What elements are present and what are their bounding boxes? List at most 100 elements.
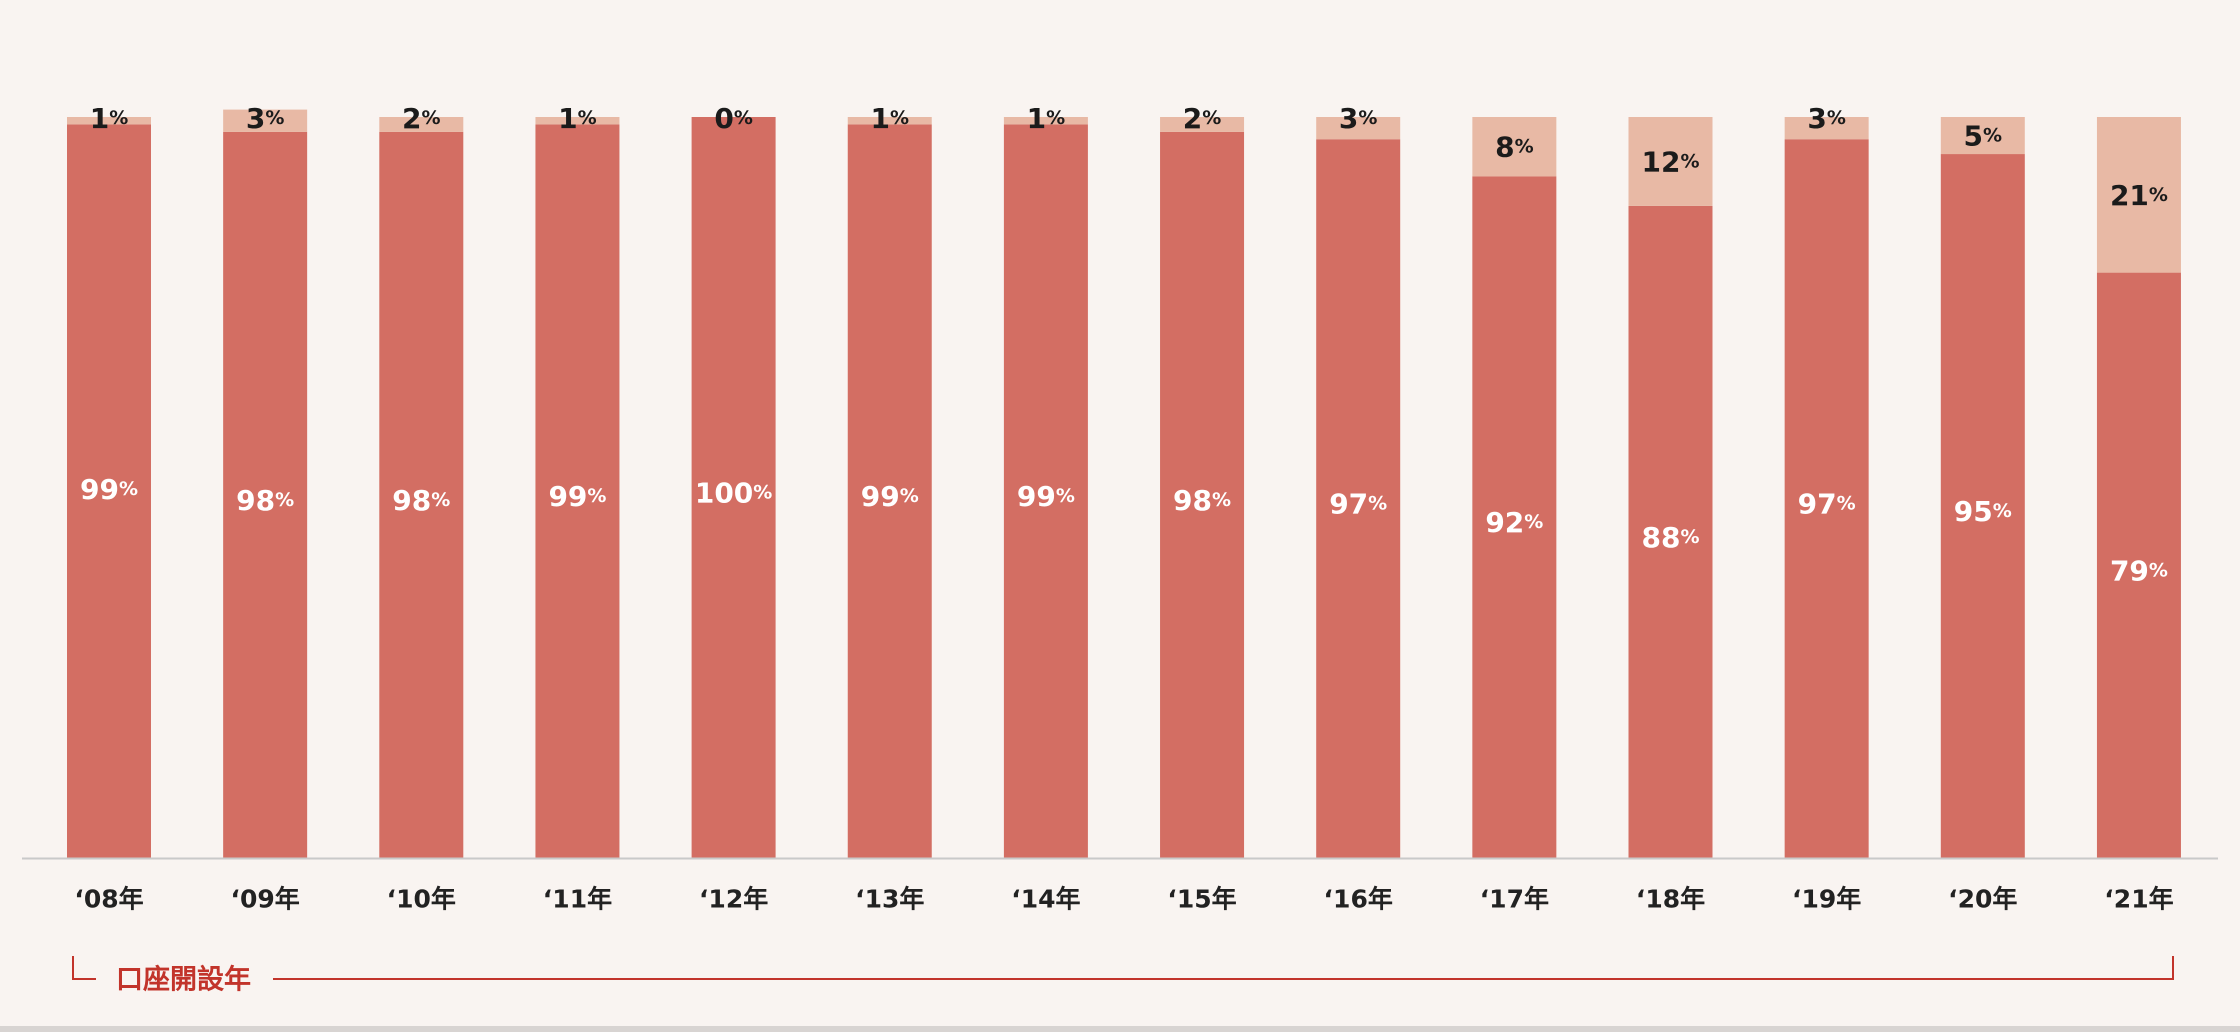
value-unit: % — [1515, 136, 1534, 158]
value-number: 98 — [392, 483, 431, 516]
x-tick-label: ‘17年 — [1480, 885, 1549, 914]
data-label-series-1: 99% — [1017, 480, 1075, 513]
bottom-divider — [0, 1026, 2240, 1032]
x-tick-label: ‘15年 — [1167, 885, 1236, 914]
value-unit: % — [1358, 107, 1377, 129]
value-unit: % — [431, 489, 450, 511]
value-unit: % — [275, 489, 294, 511]
data-label-series-2: 3% — [246, 102, 285, 135]
bar-segment-series-1 — [1628, 205, 1713, 859]
value-unit: % — [1056, 485, 1075, 507]
bar-segment-series-2 — [1784, 117, 1869, 140]
value-unit: % — [1524, 511, 1543, 533]
value-number: 1 — [870, 102, 889, 135]
value-unit: % — [1212, 489, 1231, 511]
bar-segment-series-1 — [535, 124, 620, 858]
data-label-series-2: 1% — [90, 102, 129, 135]
data-label-series-2: 0% — [714, 102, 753, 135]
data-label-series-1: 98% — [392, 483, 450, 516]
bar-segment-series-1 — [1784, 139, 1869, 859]
value-unit: % — [900, 485, 919, 507]
data-label-series-2: 12% — [1641, 145, 1699, 178]
data-label-series-2: 3% — [1339, 102, 1378, 135]
value-number: 97 — [1329, 487, 1368, 520]
value-number: 0 — [714, 102, 733, 135]
value-unit: % — [1837, 493, 1856, 515]
bar-segment-series-1 — [847, 124, 932, 858]
bar-segment-series-2 — [1003, 117, 1088, 125]
value-unit: % — [1046, 107, 1065, 129]
value-unit: % — [578, 107, 597, 129]
value-unit: % — [119, 478, 138, 500]
value-number: 99 — [80, 473, 119, 506]
bar-segment-series-2 — [67, 117, 151, 125]
data-label-series-1: 98% — [1173, 483, 1231, 516]
x-tick-label: ‘10年 — [387, 885, 456, 914]
data-label-series-2: 8% — [1495, 130, 1534, 163]
x-tick-label: ‘11年 — [543, 885, 612, 914]
bar-segment-series-2 — [1940, 117, 2025, 155]
data-label-series-2: 2% — [1183, 102, 1222, 135]
value-unit: % — [1368, 493, 1387, 515]
value-unit: % — [1680, 526, 1699, 548]
value-number: 95 — [1954, 495, 1993, 528]
value-number: 99 — [861, 480, 900, 513]
bar-segment-series-2 — [379, 117, 464, 132]
bar-segment-series-2 — [1160, 117, 1245, 132]
data-label-series-1: 97% — [1329, 487, 1387, 520]
bars-layer — [67, 109, 2181, 859]
data-label-series-1: 92% — [1485, 506, 1543, 539]
value-unit: % — [1680, 150, 1699, 172]
x-tick-label: ‘16年 — [1324, 885, 1393, 914]
data-label-series-2: 1% — [558, 102, 597, 135]
bar-segment-series-2 — [1628, 117, 1713, 206]
value-unit: % — [422, 107, 441, 129]
value-unit: % — [1202, 107, 1221, 129]
value-labels-layer: 99%1%98%3%98%2%99%1%100%0%99%1%99%1%98%2… — [80, 102, 2168, 587]
data-label-series-1: 99% — [861, 480, 919, 513]
x-tick-label: ‘13年 — [855, 885, 924, 914]
data-label-series-1: 95% — [1954, 495, 2012, 528]
data-label-series-1: 79% — [2110, 554, 2168, 587]
bar-segment-series-1 — [67, 124, 151, 858]
x-axis-title: 口座開設年 — [116, 964, 251, 996]
bar-segment-series-1 — [1160, 131, 1245, 858]
value-unit: % — [1983, 125, 2002, 147]
data-label-series-1: 98% — [236, 483, 294, 516]
value-number: 99 — [1017, 480, 1056, 513]
x-tick-label: ‘18年 — [1636, 885, 1705, 914]
value-number: 5 — [1964, 119, 1983, 152]
value-number: 1 — [558, 102, 577, 135]
x-axis-bracket — [72, 956, 2174, 980]
data-label-series-1: 97% — [1798, 487, 1856, 520]
bar-segment-series-2 — [1316, 117, 1401, 140]
value-number: 88 — [1641, 520, 1680, 553]
bar-segment-series-1 — [1940, 154, 2025, 859]
value-number: 1 — [1027, 102, 1046, 135]
value-unit: % — [890, 107, 909, 129]
value-unit: % — [587, 485, 606, 507]
value-unit: % — [109, 107, 128, 129]
value-number: 3 — [246, 102, 265, 135]
bar-segment-series-1 — [1316, 139, 1401, 859]
value-number: 2 — [402, 102, 421, 135]
value-number: 12 — [1641, 145, 1680, 178]
value-unit: % — [2149, 559, 2168, 581]
value-number: 98 — [236, 483, 275, 516]
bar-segment-series-1 — [691, 117, 776, 858]
data-label-series-2: 1% — [870, 102, 909, 135]
data-label-series-1: 99% — [548, 480, 606, 513]
bar-segment-series-1 — [2096, 272, 2181, 858]
data-label-series-1: 100% — [695, 476, 773, 509]
bar-segment-series-2 — [223, 109, 308, 132]
x-tick-label: ‘19年 — [1792, 885, 1861, 914]
bar-segment-series-2 — [2096, 117, 2181, 273]
x-tick-label: ‘09年 — [231, 885, 300, 914]
data-label-series-2: 21% — [2110, 178, 2168, 211]
value-unit: % — [1827, 107, 1846, 129]
data-label-series-1: 99% — [80, 473, 138, 506]
value-number: 1 — [90, 102, 109, 135]
value-number: 3 — [1339, 102, 1358, 135]
x-axis-title-group: 口座開設年 — [72, 956, 2174, 996]
